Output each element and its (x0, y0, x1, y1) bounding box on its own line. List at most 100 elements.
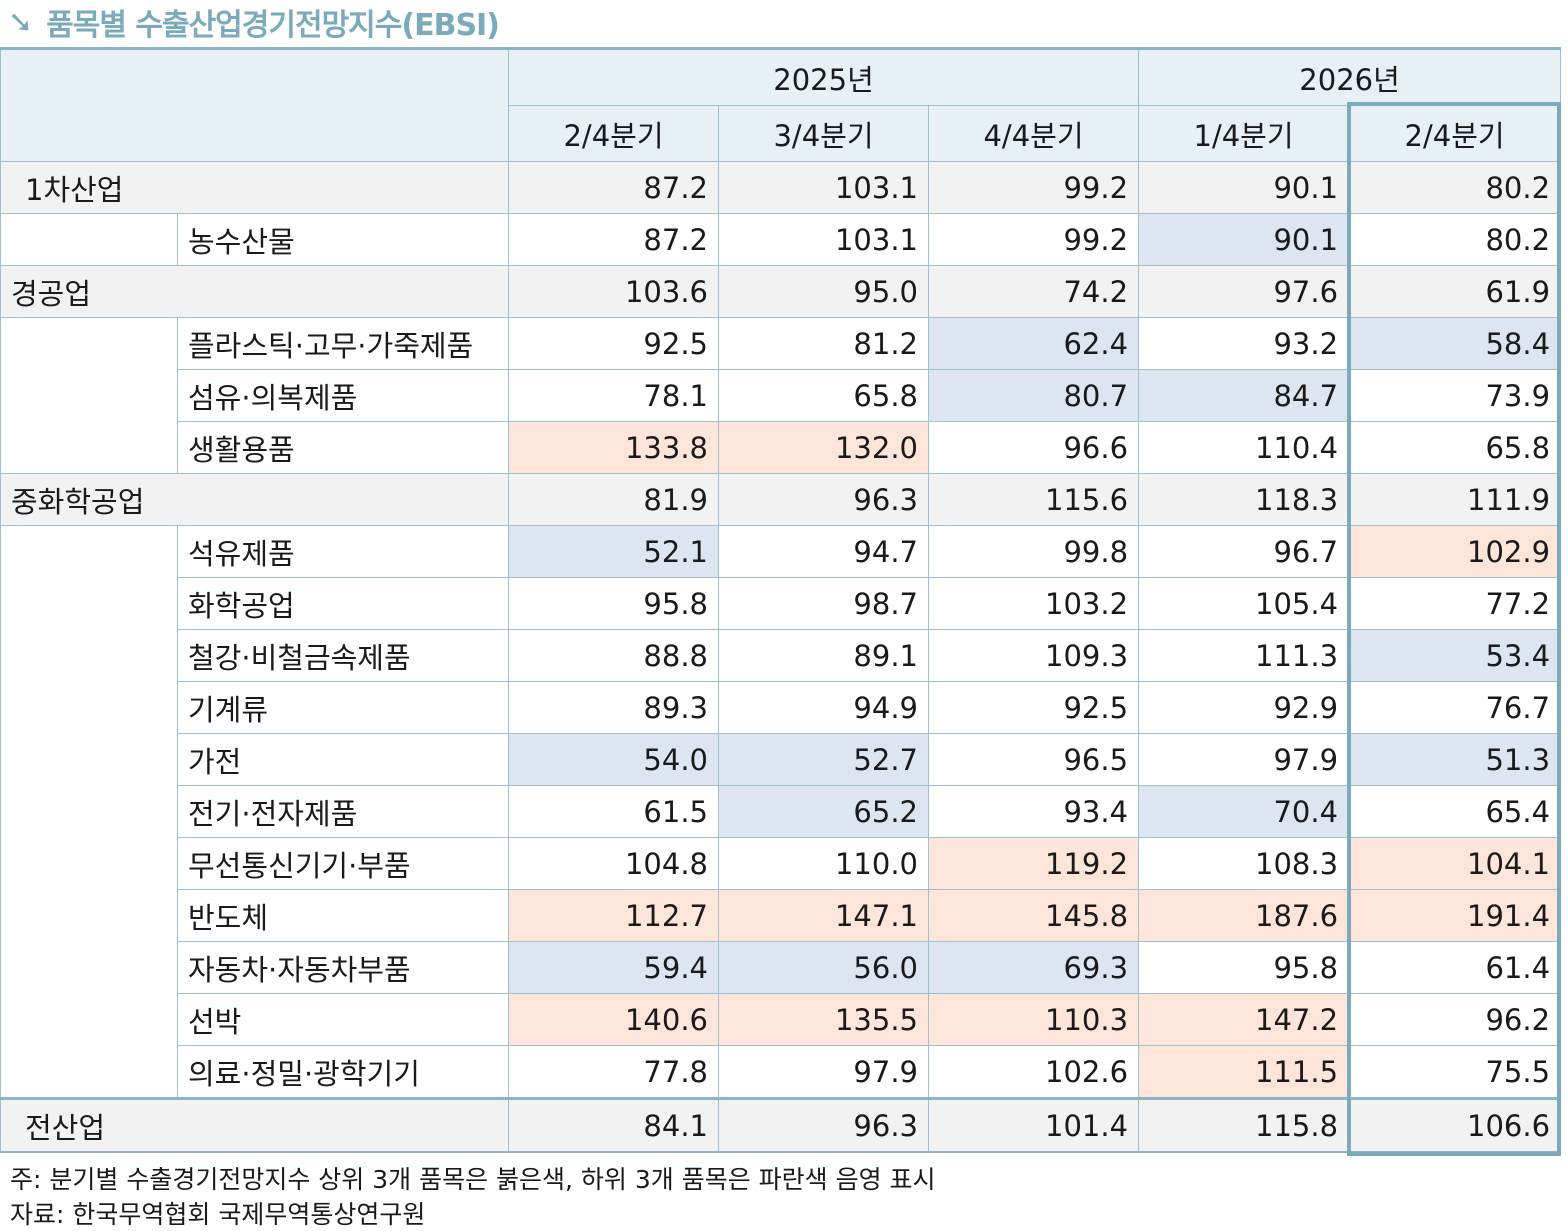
value-cell: 92.5 (508, 317, 719, 370)
value-cell: 61.5 (508, 785, 719, 838)
value-cell: 140.6 (508, 993, 719, 1046)
row-label: 전산업 (0, 1097, 509, 1153)
value-cell: 95.8 (508, 577, 719, 630)
item-row: 플라스틱·고무·가죽제품 92.5 81.2 62.4 93.2 58.4 (0, 317, 1562, 370)
row-label: 반도체 (177, 889, 509, 942)
item-row: 자동차·자동차부품 59.4 56.0 69.3 95.8 61.4 (0, 941, 1562, 994)
value-cell: 94.9 (718, 681, 929, 734)
item-row: 화학공업 95.8 98.7 103.2 105.4 77.2 (0, 577, 1562, 630)
value-cell: 103.6 (508, 265, 719, 318)
indent-cell (0, 993, 178, 1046)
indent-cell (0, 889, 178, 942)
value-cell: 109.3 (927, 629, 1140, 682)
indent-cell (0, 629, 178, 682)
value-cell: 65.8 (718, 369, 929, 422)
value-cell: 96.3 (718, 1097, 929, 1153)
value-cell: 51.3 (1348, 733, 1562, 786)
category-row: 경공업 103.6 95.0 74.2 97.6 61.9 (0, 265, 1562, 318)
row-label: 경공업 (0, 265, 509, 318)
value-cell: 97.9 (1138, 733, 1350, 786)
value-cell: 75.5 (1348, 1045, 1562, 1099)
quarter-header: 4/4분기 (927, 105, 1140, 162)
value-cell: 94.7 (718, 525, 929, 578)
value-cell: 54.0 (508, 733, 719, 786)
quarter-header: 2/4분기 (1348, 105, 1562, 162)
value-cell: 118.3 (1138, 473, 1350, 526)
value-cell: 101.4 (927, 1097, 1140, 1153)
indent-cell (0, 733, 178, 786)
value-cell: 99.2 (927, 213, 1140, 266)
quarter-header: 2/4분기 (508, 105, 719, 162)
title-text: 품목별 수출산업경기전망지수(EBSI) (46, 8, 500, 43)
value-cell: 96.7 (1138, 525, 1350, 578)
value-cell: 106.6 (1348, 1097, 1562, 1153)
year-header-row: 2025년 2026년 (0, 48, 1562, 162)
item-row: 선박 140.6 135.5 110.3 147.2 96.2 (0, 993, 1562, 1046)
value-cell: 81.9 (508, 473, 719, 526)
arrow-down-right-icon: ➘ (8, 4, 33, 40)
value-cell: 132.0 (718, 421, 929, 474)
value-cell: 104.1 (1348, 837, 1562, 890)
value-cell: 108.3 (1138, 837, 1350, 890)
row-label: 생활용품 (177, 421, 509, 474)
value-cell: 88.8 (508, 629, 719, 682)
item-row: 가전 54.0 52.7 96.5 97.9 51.3 (0, 733, 1562, 786)
value-cell: 96.2 (1348, 993, 1562, 1046)
value-cell: 92.9 (1138, 681, 1350, 734)
footnote: 주: 분기별 수출경기전망지수 상위 3개 품목은 붉은색, 하위 3개 품목은… (10, 1165, 936, 1194)
value-cell: 110.0 (718, 837, 929, 890)
row-label: 의료·정밀·광학기기 (177, 1045, 509, 1099)
value-cell: 80.2 (1348, 161, 1562, 214)
value-cell: 111.9 (1348, 473, 1562, 526)
source-note: 자료: 한국무역협회 국제무역통상연구원 (10, 1200, 426, 1229)
value-cell: 59.4 (508, 941, 719, 994)
value-cell: 145.8 (927, 889, 1140, 942)
value-cell: 89.3 (508, 681, 719, 734)
value-cell: 65.8 (1348, 421, 1562, 474)
value-cell: 87.2 (508, 213, 719, 266)
indent-cell (0, 941, 178, 994)
row-label: 가전 (177, 733, 509, 786)
row-label: 화학공업 (177, 577, 509, 630)
value-cell: 112.7 (508, 889, 719, 942)
value-cell: 103.1 (718, 213, 929, 266)
value-cell: 97.6 (1138, 265, 1350, 318)
value-cell: 73.9 (1348, 369, 1562, 422)
value-cell: 97.9 (718, 1045, 929, 1099)
value-cell: 96.5 (927, 733, 1140, 786)
item-row: 의료·정밀·광학기기 77.8 97.9 102.6 111.5 75.5 (0, 1045, 1562, 1099)
item-row: 생활용품 133.8 132.0 96.6 110.4 65.8 (0, 421, 1562, 474)
value-cell: 110.3 (927, 993, 1140, 1046)
item-row: 농수산물 87.2 103.1 99.2 90.1 80.2 (0, 213, 1562, 266)
indent-cell (0, 421, 178, 474)
value-cell: 92.5 (927, 681, 1140, 734)
year-2025-header: 2025년 (507, 48, 1140, 106)
value-cell: 62.4 (927, 317, 1140, 370)
total-row: 전산업 84.1 96.3 101.4 115.8 106.6 (0, 1097, 1562, 1153)
value-cell: 96.6 (927, 421, 1140, 474)
value-cell: 95.0 (718, 265, 929, 318)
item-row: 반도체 112.7 147.1 145.8 187.6 191.4 (0, 889, 1562, 942)
value-cell: 93.4 (927, 785, 1140, 838)
value-cell: 147.1 (718, 889, 929, 942)
value-cell: 58.4 (1348, 317, 1562, 370)
row-label: 선박 (177, 993, 509, 1046)
value-cell: 147.2 (1138, 993, 1350, 1046)
value-cell: 102.9 (1348, 525, 1562, 578)
row-label: 섬유·의복제품 (177, 369, 509, 422)
value-cell: 78.1 (508, 369, 719, 422)
ebsi-table: 2025년 2026년 2/4분기 3/4분기 4/4분기 1/4분기 2/4분… (0, 47, 1562, 1153)
item-row: 전기·전자제품 61.5 65.2 93.4 70.4 65.4 (0, 785, 1562, 838)
value-cell: 111.5 (1138, 1045, 1350, 1099)
value-cell: 56.0 (718, 941, 929, 994)
value-cell: 119.2 (927, 837, 1140, 890)
value-cell: 80.2 (1348, 213, 1562, 266)
quarter-header: 1/4분기 (1138, 105, 1350, 162)
value-cell: 90.1 (1138, 161, 1350, 214)
indent-cell (0, 1045, 178, 1099)
item-row: 석유제품 52.1 94.7 99.8 96.7 102.9 (0, 525, 1562, 578)
value-cell: 96.3 (718, 473, 929, 526)
corner-header (0, 48, 509, 162)
value-cell: 77.8 (508, 1045, 719, 1099)
value-cell: 90.1 (1138, 213, 1350, 266)
